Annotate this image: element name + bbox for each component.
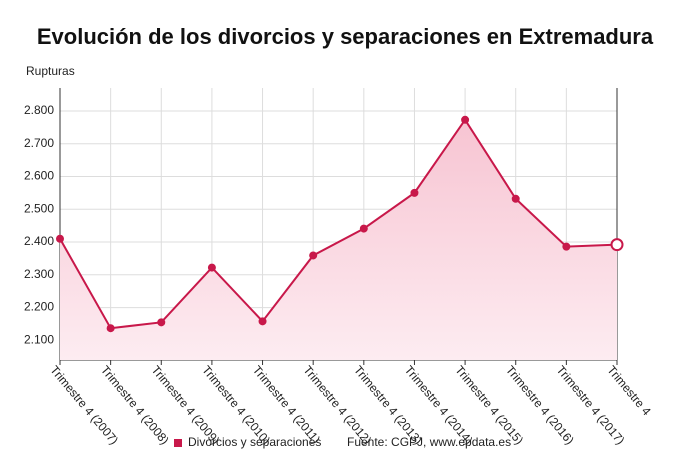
y-tick-label: 2.800: [24, 103, 54, 117]
point: [157, 318, 166, 327]
point: [106, 324, 115, 333]
point: [258, 317, 267, 326]
y-tick-label: 2.100: [24, 333, 54, 347]
legend-label: Divorcios y separaciones: [188, 435, 321, 449]
point: [562, 242, 571, 251]
y-tick-label: 2.300: [24, 267, 54, 281]
point: [309, 251, 318, 260]
y-tick-label: 2.400: [24, 234, 54, 248]
x-tick-label: Trimestre 4: [604, 363, 654, 418]
y-tick-label: 2.600: [24, 169, 54, 183]
source: Fuente: CGPJ, www.epdata.es: [347, 435, 511, 449]
area: [60, 119, 617, 360]
point: [610, 238, 624, 252]
line: [59, 117, 618, 330]
point: [461, 115, 470, 124]
point: [359, 224, 368, 233]
point: [410, 188, 419, 197]
y-axis-title: Rupturas: [26, 64, 75, 78]
point: [56, 234, 64, 243]
chart-title: Evolución de los divorcios y separacione…: [37, 24, 654, 49]
y-tick-label: 2.700: [24, 136, 54, 150]
point: [207, 263, 216, 272]
legend-swatch: [174, 439, 182, 447]
y-tick-label: 2.500: [24, 201, 54, 215]
y-tick-label: 2.200: [24, 300, 54, 314]
point: [511, 194, 520, 203]
